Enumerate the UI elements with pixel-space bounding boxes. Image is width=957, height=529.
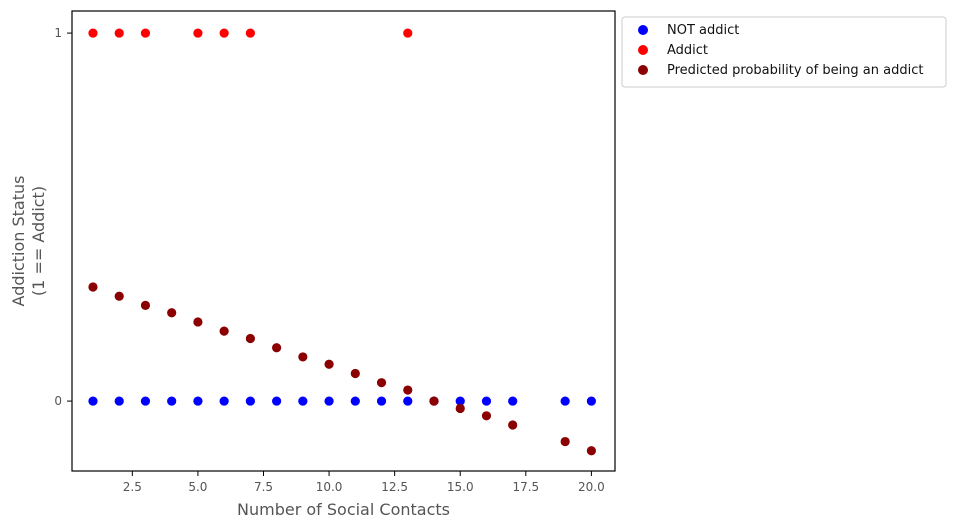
predicted-probability-point [560, 436, 570, 447]
legend-marker-not-addict [638, 25, 648, 35]
not-addict-point [88, 396, 98, 406]
not-addict-point [350, 396, 360, 406]
predicted-probability-point [376, 378, 387, 388]
predicted-probability-point [298, 352, 308, 362]
not-addict-point [219, 396, 229, 406]
not-addict-point [508, 396, 518, 406]
not-addict-point [403, 396, 413, 406]
x-tick-label: 5.0 [188, 480, 207, 494]
y-tick-label: 0 [54, 394, 62, 408]
not-addict-point [481, 396, 492, 406]
not-addict-point [245, 396, 255, 406]
not-addict-point [272, 396, 282, 406]
legend-label-predicted: Predicted probability of being an addict [667, 63, 923, 78]
not-addict-point [376, 396, 387, 406]
predicted-probability-point [219, 326, 229, 336]
legend-label-addict: Addict [667, 43, 708, 58]
predicted-probability-point [403, 385, 413, 395]
predicted-probability-point [508, 420, 518, 430]
predicted-probability-point [429, 396, 439, 406]
y-axis-title-line-2: (1 == Addict) [29, 186, 48, 296]
not-addict-point [114, 396, 124, 406]
x-tick-label: 7.5 [254, 480, 273, 494]
not-addict-point [140, 396, 151, 406]
not-addict-point [324, 396, 334, 406]
predicted-probability-point [586, 446, 596, 456]
legend-label-not-addict: NOT addict [667, 23, 739, 38]
data-points [88, 28, 596, 456]
y-axis-title-line-1: Addiction Status [9, 176, 28, 307]
x-axis-title: Number of Social Contacts [237, 500, 450, 519]
addict-point [193, 28, 203, 38]
x-tick-label: 12.5 [381, 480, 408, 494]
predicted-probability-point [350, 368, 360, 379]
legend-marker-addict [638, 45, 648, 55]
predicted-probability-point [193, 317, 203, 327]
predicted-probability-point [324, 359, 334, 369]
predicted-probability-point [455, 403, 465, 414]
addict-point [219, 28, 229, 38]
predicted-probability-point [114, 291, 124, 301]
not-addict-point [298, 396, 308, 406]
legend: NOT addict Addict Predicted probability … [621, 16, 947, 88]
y-axis-ticks: 01 [54, 26, 72, 408]
legend-frame [621, 16, 947, 88]
not-addict-point [167, 396, 177, 406]
addict-point [245, 28, 255, 38]
predicted-probability-point [88, 282, 98, 292]
x-tick-label: 17.5 [512, 480, 539, 494]
not-addict-point [193, 396, 203, 406]
predicted-probability-point [140, 300, 151, 310]
x-axis-ticks: 2.5 5.0 7.5 10.0 12.5 15.0 17.5 20.0 [123, 471, 605, 494]
y-tick-label: 1 [54, 26, 62, 40]
not-addict-point [586, 396, 596, 406]
x-tick-label: 2.5 [123, 480, 142, 494]
y-axis-title: Addiction Status (1 == Addict) [9, 176, 48, 307]
plot-area [71, 10, 616, 472]
x-tick-label: 15.0 [447, 480, 474, 494]
addict-point [403, 28, 413, 38]
predicted-probability-point [272, 343, 282, 353]
not-addict-point [560, 396, 570, 406]
addict-point [88, 28, 98, 38]
predicted-probability-point [245, 333, 255, 344]
addict-point [114, 28, 124, 38]
x-tick-label: 10.0 [316, 480, 343, 494]
addict-point [140, 28, 151, 38]
legend-marker-predicted [638, 65, 648, 75]
predicted-probability-point [167, 308, 177, 318]
x-tick-label: 20.0 [578, 480, 605, 494]
predicted-probability-point [481, 411, 492, 421]
not-addict-point [455, 396, 465, 406]
